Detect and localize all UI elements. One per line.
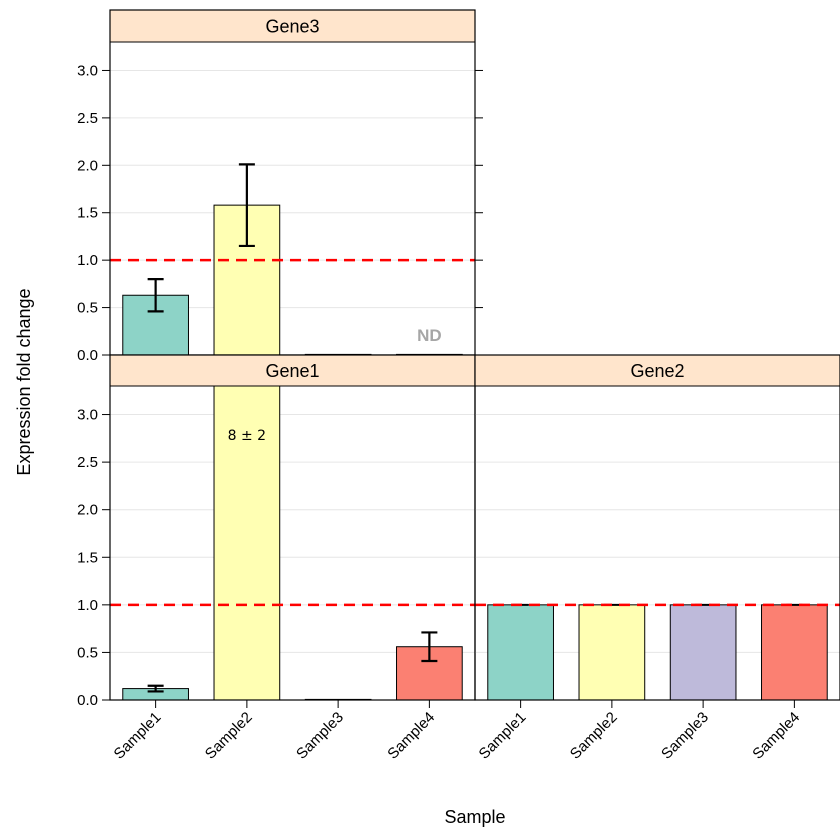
panel-border bbox=[474, 354, 840, 701]
bar-gene2-sample3 bbox=[669, 604, 737, 700]
y-tick-label: 0.0 bbox=[77, 692, 98, 709]
y-tick-label: 0.5 bbox=[77, 644, 98, 661]
y-tick-label: 2.0 bbox=[77, 157, 98, 174]
x-tick-label: Sample1 bbox=[476, 709, 530, 763]
x-tick-label: Sample3 bbox=[293, 709, 347, 763]
panel-gene3: ND Gene3 0.0 0.5 1.0 1.5 2.0 2.5 3.0 bbox=[77, 9, 483, 364]
y-tick-label: 1.0 bbox=[77, 252, 98, 269]
bar-gene2-sample2 bbox=[578, 604, 646, 700]
y-tick-label: 1.5 bbox=[77, 205, 98, 222]
annotation-value: 8 ± 2 bbox=[228, 428, 266, 444]
bar-gene2-sample1 bbox=[487, 604, 554, 700]
x-tick-label: Sample2 bbox=[567, 709, 621, 763]
bars-group bbox=[487, 604, 828, 700]
bars-group bbox=[122, 204, 463, 355]
x-tick-label: Sample4 bbox=[749, 709, 803, 763]
y-axis-title: Expression fold change bbox=[14, 288, 34, 475]
x-axis-title: Sample bbox=[444, 807, 505, 827]
y-tick-label: 0.0 bbox=[77, 347, 98, 364]
y-tick-label: 0.5 bbox=[77, 300, 98, 317]
y-tick-label: 2.5 bbox=[77, 110, 98, 127]
y-tick-label: 1.0 bbox=[77, 597, 98, 614]
strip-label: Gene1 bbox=[265, 361, 319, 381]
bar-gene2-sample4 bbox=[761, 604, 828, 700]
strip-gene2 bbox=[474, 354, 840, 387]
annotation-nd: ND bbox=[417, 326, 442, 345]
panels: ND Gene3 0.0 0.5 1.0 1.5 2.0 2.5 3.0 8 ± 2 Gene1 0.… bbox=[77, 9, 840, 763]
y-tick-label: 2.0 bbox=[77, 502, 98, 519]
panel-gene1: 8 ± 2 Gene1 0.0 0.5 1.0 1.5 2.0 2.5 3.0 Sample1 Sa… bbox=[77, 354, 476, 763]
x-tick-label: Sample4 bbox=[384, 709, 438, 763]
y-tick-label: 1.5 bbox=[77, 549, 98, 566]
x-tick-label: Sample1 bbox=[111, 709, 165, 763]
strip-label: Gene2 bbox=[630, 361, 684, 381]
y-tick-label: 2.5 bbox=[77, 454, 98, 471]
x-tick-label: Sample3 bbox=[658, 709, 712, 763]
y-tick-label: 3.0 bbox=[77, 62, 98, 79]
panel-gene2: Gene2 Sample1 Sample2 Sample3 Sample4 bbox=[474, 354, 840, 763]
y-tick-label: 3.0 bbox=[77, 407, 98, 424]
strip-label: Gene3 bbox=[265, 17, 319, 37]
x-tick-label: Sample2 bbox=[202, 709, 256, 763]
